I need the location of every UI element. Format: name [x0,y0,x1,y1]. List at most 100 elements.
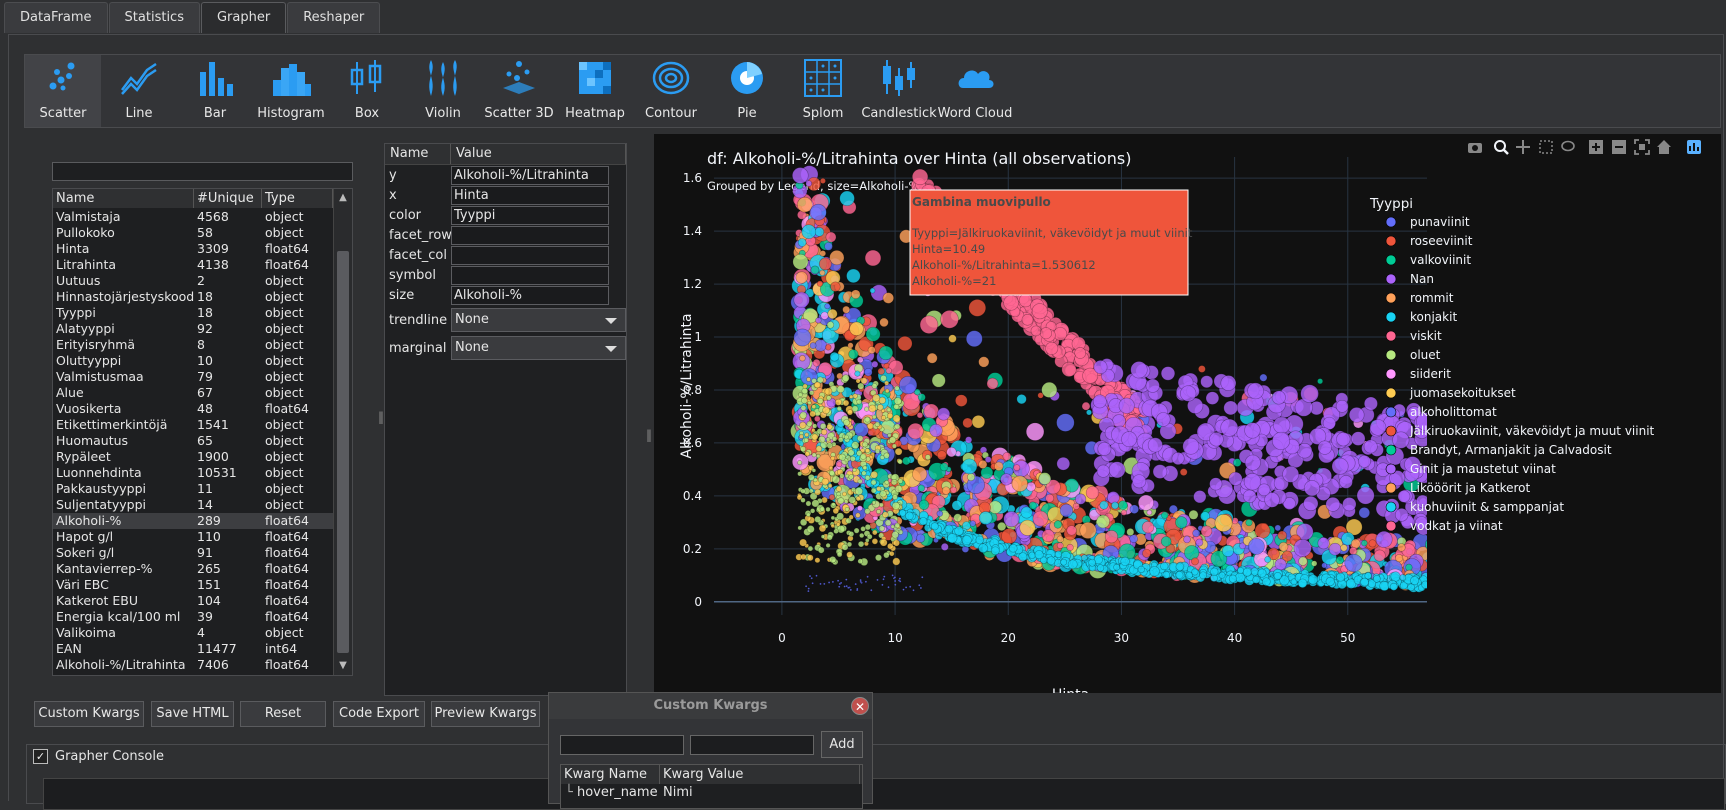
scatter-point[interactable] [1175,516,1188,529]
scatter-point[interactable] [845,578,848,581]
scatter-point[interactable] [1200,511,1211,522]
scatter-point[interactable] [811,452,817,458]
scatter-point[interactable] [919,315,939,334]
scatter-point[interactable] [805,500,812,507]
table-row[interactable]: Oluttyyppi 10 object [53,353,333,369]
scatter-point[interactable] [892,414,901,423]
scatter-point[interactable] [827,308,838,320]
scatter-point[interactable] [871,500,877,505]
scatter-point[interactable] [902,456,911,466]
scatter-point[interactable] [854,370,861,377]
scatter-point[interactable] [1248,538,1265,555]
scatter-point[interactable] [811,378,817,384]
scatter-point[interactable] [1293,538,1312,558]
legend-item[interactable]: Ginit ja maustetut viinat [1410,462,1556,476]
scatter-point[interactable] [980,466,994,479]
scatter-point[interactable] [1067,559,1078,570]
scatter-point[interactable] [838,453,846,461]
scatter-point[interactable] [918,499,930,510]
scatter-point[interactable] [859,453,867,460]
scatter-point[interactable] [1113,563,1121,571]
scatter-point[interactable] [809,390,815,396]
scatter-point[interactable] [819,177,826,184]
scatter-point[interactable] [1349,546,1358,556]
scatter-point[interactable] [816,280,824,287]
scatter-point[interactable] [814,557,821,564]
chart-type-pie-button[interactable]: Pie [709,55,785,127]
scatter-point[interactable] [851,487,857,493]
scatter-point[interactable] [1030,325,1042,337]
scatter-point[interactable] [1271,390,1286,405]
scatter-point[interactable] [800,497,806,503]
scatter-point[interactable] [866,533,873,540]
scatter-point[interactable] [870,284,888,302]
scatter-point[interactable] [898,577,902,580]
table-row[interactable]: Erityisryhmä 8 object [53,337,333,353]
scatter-point[interactable] [828,465,834,471]
scatter-point[interactable] [1336,572,1346,582]
plot-area[interactable]: 0 0.2 0.4 0.6 0.8 1 1.2 1.4 1.6 0 10 20 30 40 50 df: Al… [654,134,1721,703]
scatter-point[interactable] [829,250,845,266]
scatter-point[interactable] [874,448,881,454]
scatter-point[interactable] [1149,566,1160,577]
scatter-point[interactable] [806,554,814,562]
scatter-point[interactable] [912,466,928,482]
scatter-point[interactable] [1277,530,1287,541]
scatter-point[interactable] [1129,504,1139,514]
scatter-point[interactable] [898,375,918,395]
scatter-point[interactable] [1152,464,1168,479]
scatter-point[interactable] [1375,530,1393,548]
scatter-point[interactable] [1373,549,1386,562]
scatter-point[interactable] [1245,518,1253,527]
chart-type-bar-button[interactable]: Bar [177,55,253,127]
scatter-point[interactable] [1041,529,1055,543]
scatter-point[interactable] [916,533,926,543]
scatter-point[interactable] [891,574,894,577]
scatter-point[interactable] [876,403,884,411]
scatter-point[interactable] [1209,431,1224,447]
scatter-point[interactable] [975,535,985,545]
scatter-point[interactable] [1161,511,1169,519]
scatter-point[interactable] [849,455,856,462]
scatter-point[interactable] [1244,454,1261,471]
scatter-point[interactable] [803,437,809,443]
scatter-point[interactable] [796,196,813,213]
scatter-point[interactable] [819,582,822,586]
scatter-point[interactable] [820,311,829,320]
scatter-point[interactable] [871,383,878,389]
box-select-icon[interactable] [1539,140,1553,154]
scatter-point[interactable] [1171,452,1185,465]
scatter-point[interactable] [864,416,871,423]
scatter-point[interactable] [971,415,986,429]
scatter-point[interactable] [881,415,886,421]
scatter-point[interactable] [1185,571,1193,579]
scatter-point[interactable] [961,458,978,475]
scatter-point[interactable] [888,436,897,444]
scatter-point[interactable] [811,433,819,441]
scatter-point[interactable] [923,403,939,420]
scatter-point[interactable] [848,349,859,360]
zoom-out-icon[interactable] [1612,140,1626,154]
scatter-point[interactable] [1130,361,1148,379]
scatter-point[interactable] [1307,574,1319,585]
scatter-point[interactable] [1209,477,1223,491]
scatter-point[interactable] [819,269,826,276]
scatter-point[interactable] [824,387,833,396]
scatter-point[interactable] [911,168,929,186]
scatter-point[interactable] [929,423,943,438]
scatter-point[interactable] [807,545,814,552]
scatter-point[interactable] [968,299,987,317]
scatter-point[interactable] [843,585,846,588]
scatter-point[interactable] [862,465,868,471]
scatter-point[interactable] [806,525,815,534]
scatter-point[interactable] [809,492,818,501]
scatter-point[interactable] [851,441,860,450]
scatter-point[interactable] [1020,506,1033,519]
scatter-point[interactable] [894,423,901,430]
scatter-point[interactable] [1356,486,1375,505]
scatter-point[interactable] [1059,503,1074,518]
prop-facet_col-field[interactable] [451,246,609,265]
scatter-point[interactable] [864,367,873,377]
scatter-point[interactable] [967,472,976,482]
scatter-point[interactable] [1364,572,1372,580]
